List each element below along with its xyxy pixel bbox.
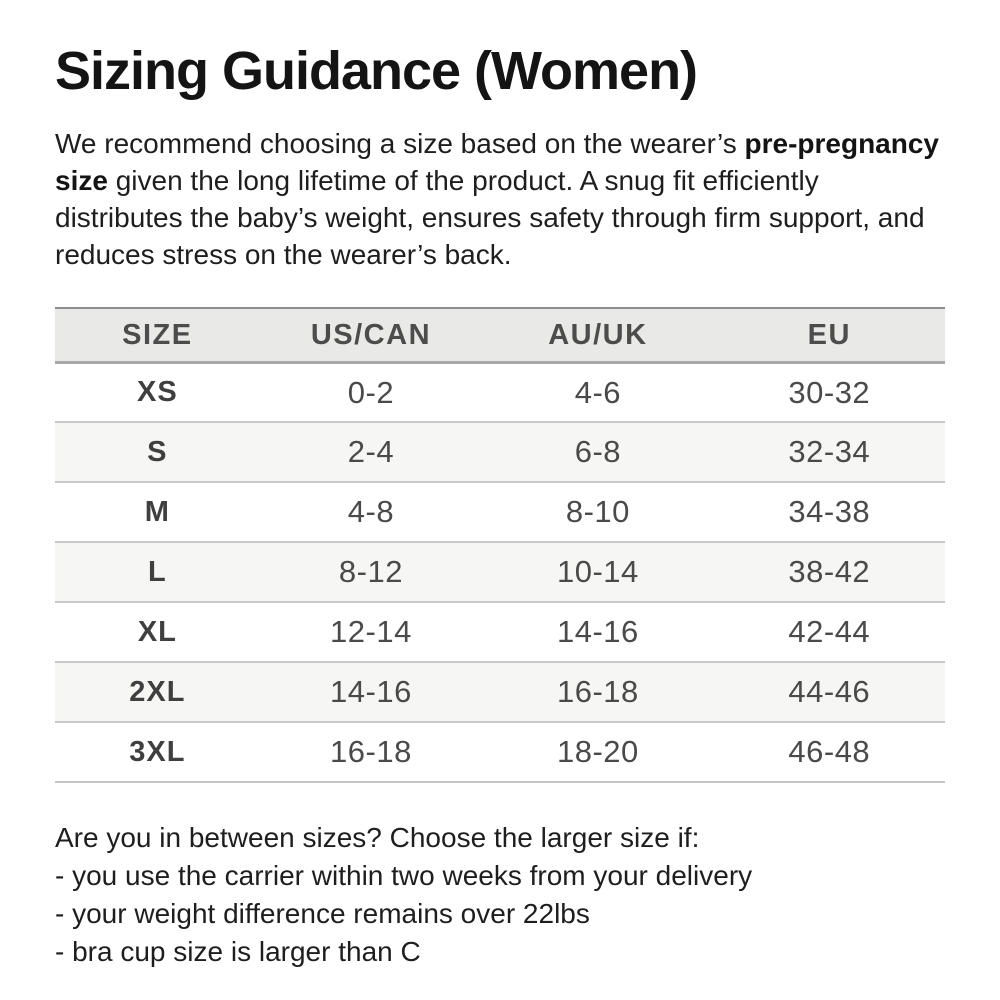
cell-au-uk: 16-18	[556, 674, 639, 710]
cell-au-uk: 18-20	[556, 734, 639, 770]
cell-size: S	[147, 435, 168, 468]
table-row-m: M 4-8 8-10 34-38	[55, 482, 945, 543]
col-header-au-uk: AU/UK	[548, 318, 648, 351]
cell-au-uk: 10-14	[556, 554, 639, 590]
note-item-bra-cup: - bra cup size is larger than C	[55, 936, 421, 968]
cell-us-can: 16-18	[330, 734, 412, 770]
table-row-xl: XL 12-14 14-16 42-44	[55, 602, 945, 663]
cell-us-can: 4-8	[347, 494, 395, 530]
cell-eu: 38-42	[788, 554, 871, 590]
table-row-l: L 8-12 10-14 38-42	[55, 542, 945, 603]
cell-au-uk: 14-16	[556, 614, 639, 650]
intro-paragraph: We recommend choosing a size based on th…	[55, 125, 945, 273]
cell-size: M	[144, 495, 170, 528]
cell-au-uk: 6-8	[574, 434, 622, 470]
cell-size: XL	[137, 615, 177, 648]
col-header-size: SIZE	[122, 318, 193, 351]
cell-eu: 44-46	[788, 674, 871, 710]
cell-us-can: 2-4	[347, 434, 395, 470]
cell-au-uk: 4-6	[574, 374, 622, 410]
table-row-xs: XS 0-2 4-6 30-32	[55, 362, 945, 423]
cell-eu: 42-44	[788, 614, 871, 650]
table-header-row: SIZE US/CAN AU/UK EU	[55, 308, 945, 363]
table-row-s: S 2-4 6-8 32-34	[55, 422, 945, 483]
table-row-3xl: 3XL 16-18 18-20 46-48	[55, 722, 945, 783]
page-title: Sizing Guidance (Women)	[55, 41, 698, 101]
cell-eu: 46-48	[788, 734, 871, 770]
between-sizes-note: Are you in between sizes? Choose the lar…	[55, 819, 945, 971]
cell-us-can: 0-2	[347, 374, 395, 410]
note-item-delivery: - you use the carrier within two weeks f…	[55, 860, 753, 892]
table-row-2xl: 2XL 14-16 16-18 44-46	[55, 662, 945, 723]
cell-size: 3XL	[129, 735, 186, 768]
cell-au-uk: 8-10	[565, 494, 630, 530]
cell-us-can: 12-14	[330, 614, 412, 650]
intro-text-before: We recommend choosing a size based on th…	[55, 128, 745, 160]
intro-text-after: given the long lifetime of the product. …	[55, 165, 925, 271]
cell-size: 2XL	[129, 675, 186, 708]
cell-eu: 30-32	[788, 374, 871, 410]
cell-size: XS	[137, 376, 178, 409]
cell-eu: 34-38	[788, 494, 871, 530]
note-item-weight: - your weight difference remains over 22…	[55, 898, 590, 930]
cell-us-can: 14-16	[330, 674, 412, 710]
note-heading: Are you in between sizes? Choose the lar…	[55, 822, 700, 854]
cell-eu: 32-34	[788, 434, 871, 470]
col-header-us-can: US/CAN	[310, 318, 432, 351]
cell-us-can: 8-12	[338, 554, 403, 590]
intro-bold-phrase: pre-pregnancy size	[55, 128, 939, 197]
size-conversion-table: SIZE US/CAN AU/UK EU XS 0-2 4-6 30-32 S …	[55, 307, 945, 784]
col-header-eu: EU	[807, 318, 851, 351]
cell-size: L	[147, 555, 167, 588]
